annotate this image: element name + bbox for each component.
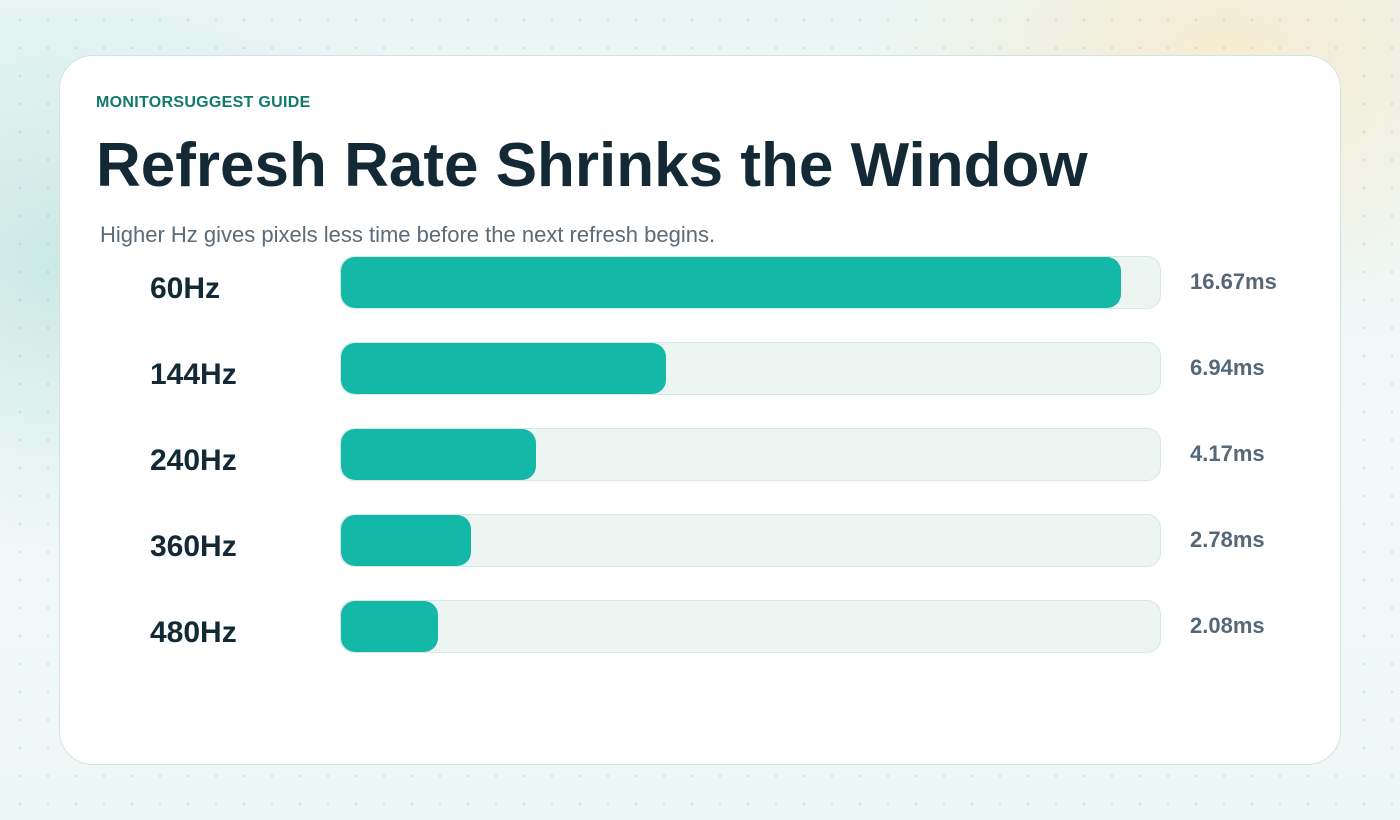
bar-category-label: 360Hz xyxy=(150,530,237,563)
bar-track xyxy=(340,342,1161,395)
bar xyxy=(341,429,536,480)
bar-row: 240Hz 4.17ms xyxy=(60,428,1342,482)
bar-category-label: 480Hz xyxy=(150,616,237,649)
bar-category-label: 144Hz xyxy=(150,358,237,391)
bar-track xyxy=(340,428,1161,481)
bar xyxy=(341,257,1121,308)
bar-row: 144Hz 6.94ms xyxy=(60,342,1342,396)
bar-track xyxy=(340,256,1161,309)
bar-track xyxy=(340,514,1161,567)
bar-value-label: 2.78ms xyxy=(1190,527,1265,552)
bar-value-label: 6.94ms xyxy=(1190,355,1265,380)
bar xyxy=(341,515,471,566)
bar-category-label: 240Hz xyxy=(150,444,237,477)
bar xyxy=(341,601,438,652)
bar-value-label: 2.08ms xyxy=(1190,613,1265,638)
chart-subtitle: Higher Hz gives pixels less time before … xyxy=(100,222,716,247)
bar-row: 480Hz 2.08ms xyxy=(60,600,1342,654)
bar-row: 60Hz 16.67ms xyxy=(60,256,1342,310)
bar-chart: 60Hz 16.67ms 144Hz 6.94ms 240Hz 4.17ms 360Hz 2.… xyxy=(60,56,1342,766)
bar-value-label: 16.67ms xyxy=(1190,269,1277,294)
guide-kicker: MONITORSUGGEST GUIDE xyxy=(96,94,311,111)
guide-card: MONITORSUGGEST GUIDE Refresh Rate Shrink… xyxy=(59,55,1341,765)
bar-row: 360Hz 2.78ms xyxy=(60,514,1342,568)
bar-category-label: 60Hz xyxy=(150,272,221,305)
bar xyxy=(341,343,666,394)
bar-value-label: 4.17ms xyxy=(1190,441,1265,466)
chart-title: Refresh Rate Shrinks the Window xyxy=(96,131,1088,200)
bar-track xyxy=(340,600,1161,653)
